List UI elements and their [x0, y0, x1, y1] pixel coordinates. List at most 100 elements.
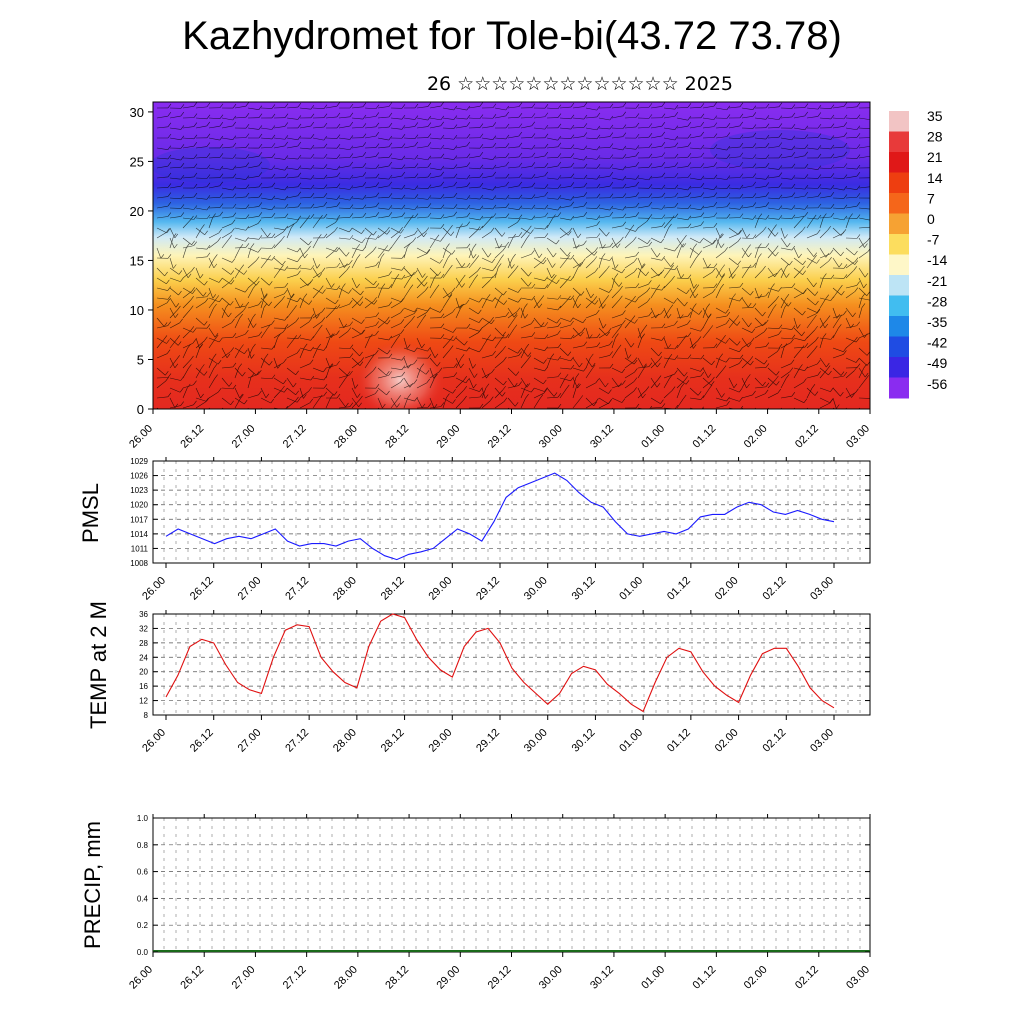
wind-barb — [570, 195, 575, 201]
wind-barb — [572, 287, 582, 296]
wind-barb — [213, 363, 218, 369]
wind-barb — [832, 288, 840, 299]
wind-barb — [491, 368, 495, 373]
wind-barb — [401, 171, 406, 177]
wind-barb — [518, 214, 523, 219]
wind-barb — [245, 102, 250, 107]
wind-barb — [299, 167, 311, 170]
wind-barb — [700, 354, 705, 360]
wind-barb — [737, 237, 742, 242]
wind-barb — [667, 344, 672, 349]
wind-barb — [646, 217, 651, 222]
wind-barb — [791, 391, 796, 397]
wind-barb — [265, 393, 270, 399]
wind-barb — [169, 405, 181, 409]
wind-barb — [247, 247, 259, 253]
wind-barb — [442, 247, 453, 255]
wind-barb — [728, 297, 733, 309]
wind-barb — [388, 174, 393, 180]
wind-barb — [832, 155, 844, 159]
wind-barb — [715, 166, 727, 169]
wind-barb — [702, 357, 712, 366]
wind-barb — [702, 271, 713, 279]
wind-barb — [830, 123, 835, 128]
wind-barb — [429, 167, 441, 171]
wind-barb — [741, 248, 748, 259]
y-tick-label: 20 — [139, 668, 148, 677]
temp-grid — [153, 614, 870, 715]
wind-barb — [680, 314, 684, 319]
wind-barb — [247, 280, 257, 289]
wind-barb — [624, 287, 637, 289]
wind-barb — [533, 325, 545, 329]
wind-barb — [754, 317, 763, 327]
wind-barb — [364, 325, 376, 329]
wind-barb — [331, 283, 335, 288]
wind-barb — [416, 197, 428, 200]
wind-barb — [416, 227, 424, 237]
wind-barb — [520, 229, 529, 239]
wind-barb — [221, 387, 233, 390]
wind-barb — [373, 246, 377, 251]
precip-grid — [153, 818, 870, 952]
wind-barb — [585, 346, 597, 349]
wind-barb — [245, 154, 250, 159]
wind-barb — [401, 143, 406, 148]
wind-barb — [299, 391, 309, 399]
wind-barb — [260, 259, 268, 269]
wind-barb — [422, 273, 426, 278]
wind-barb — [208, 197, 220, 199]
wind-barb — [351, 333, 363, 339]
wind-barb — [858, 186, 870, 189]
wind-barb — [533, 237, 545, 239]
wind-barb — [754, 166, 766, 169]
wind-barb — [468, 186, 480, 189]
wind-barb — [622, 111, 627, 117]
wind-barb — [559, 166, 571, 169]
wind-barb — [360, 329, 365, 335]
wind-barb — [546, 307, 558, 311]
wind-barb — [680, 383, 685, 388]
wind-barb — [403, 397, 409, 409]
wind-barb — [267, 255, 271, 260]
wind-barb — [687, 319, 691, 325]
wind-barb — [780, 217, 792, 220]
wind-barb — [546, 165, 558, 169]
wind-barb — [455, 225, 467, 229]
wind-barb — [700, 103, 705, 108]
wind-barb — [174, 243, 178, 249]
wind-barb — [359, 395, 363, 401]
wind-barb — [193, 205, 198, 210]
wind-barb — [390, 338, 398, 349]
wind-barb — [230, 277, 234, 282]
y-tick-label: 28 — [139, 639, 148, 648]
wind-barb — [206, 195, 211, 200]
wind-barb — [260, 197, 272, 201]
wind-barb — [468, 117, 480, 119]
wind-barb — [286, 145, 298, 149]
wind-barb — [442, 147, 454, 150]
wind-barb — [518, 131, 523, 137]
wind-barb — [466, 162, 471, 167]
wind-barb — [596, 174, 601, 180]
wind-barb — [624, 216, 636, 219]
wind-barb — [676, 367, 685, 377]
wind-barb — [403, 363, 415, 369]
wind-barb — [517, 349, 521, 354]
wind-barb — [167, 254, 172, 259]
wind-barb — [195, 186, 207, 189]
wind-barb — [190, 295, 194, 301]
wind-barb — [702, 257, 708, 269]
wind-barb — [658, 351, 662, 357]
wind-barb — [551, 273, 555, 279]
x-tick-label: 27.00 — [230, 964, 258, 992]
wind-barb — [855, 358, 860, 363]
wind-barb — [520, 297, 532, 301]
wind-barb — [841, 290, 845, 296]
wind-barb — [466, 195, 471, 200]
wind-barb — [329, 333, 334, 338]
wind-barb — [414, 396, 418, 402]
wind-barb — [715, 387, 722, 398]
wind-barb — [542, 257, 546, 262]
wind-barb — [182, 217, 194, 220]
